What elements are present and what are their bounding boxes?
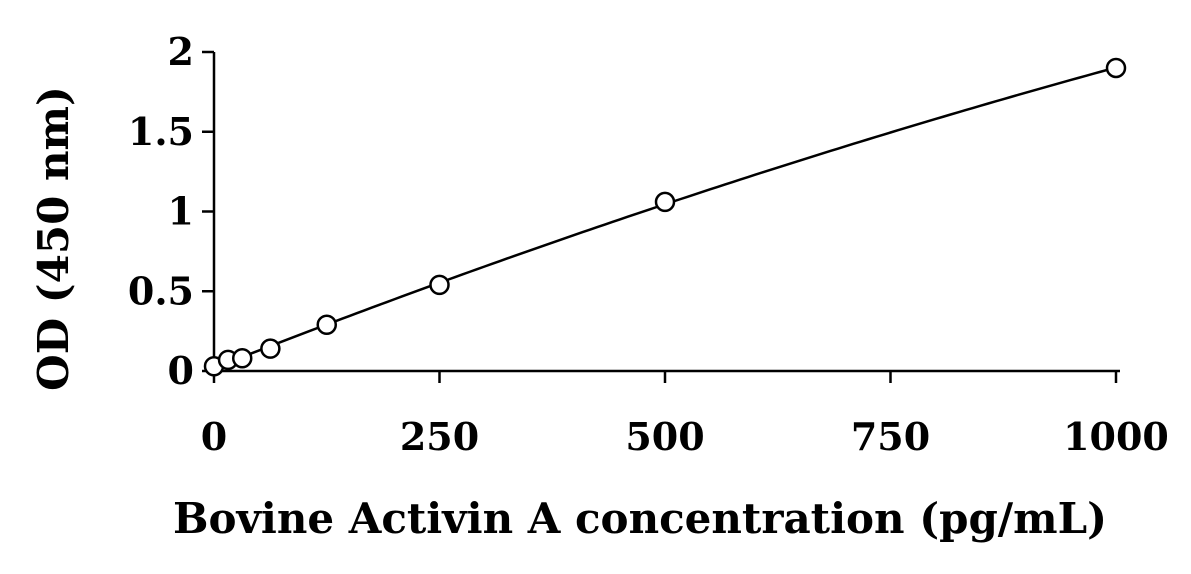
- x-axis-title: Bovine Activin A concentration (pg/mL): [173, 494, 1107, 543]
- y-tick-label: 2: [168, 29, 194, 74]
- data-point: [429, 274, 450, 296]
- y-tick-label: 0: [168, 348, 194, 393]
- data-point: [316, 314, 337, 335]
- x-tick-label: 750: [851, 414, 930, 459]
- data-points: [203, 57, 1127, 377]
- x-tick-label: 0: [201, 414, 227, 459]
- plot-area: 0 0.5 1 1.5 2 0 250 500 750 1000: [128, 29, 1169, 459]
- x-axis-ticks: 0 250 500 750 1000: [201, 371, 1169, 459]
- fit-curve: [213, 66, 1117, 370]
- y-tick-label: 1.5: [128, 109, 194, 154]
- data-point: [260, 338, 281, 359]
- y-tick-label: 0.5: [128, 268, 194, 313]
- data-point: [654, 191, 676, 213]
- x-tick-label: 250: [400, 414, 479, 459]
- data-point: [231, 347, 253, 369]
- x-tick-label: 1000: [1063, 414, 1169, 459]
- x-tick-label: 500: [625, 414, 704, 459]
- y-tick-label: 1: [168, 189, 194, 234]
- y-axis-title: OD (450 nm): [29, 86, 78, 391]
- data-point: [1105, 57, 1127, 79]
- y-axis-ticks: 0 0.5 1 1.5 2: [128, 29, 214, 393]
